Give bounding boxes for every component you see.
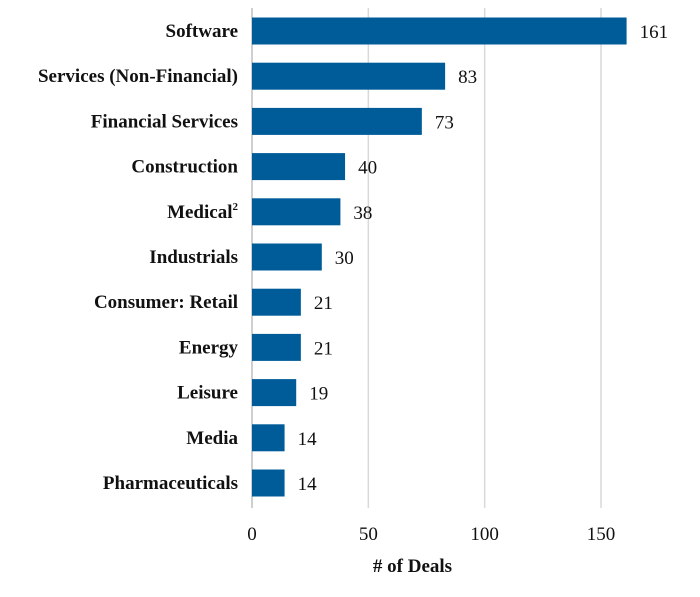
category-label: Software [166,21,238,42]
data-label: 73 [435,112,454,133]
data-label: 38 [353,203,372,224]
data-label: 161 [640,22,669,43]
bar [252,333,301,361]
category-label: Services (Non-Financial) [38,66,238,87]
category-labels: Software Services (Non-Financial) Financia… [38,21,239,494]
x-tick-label: 150 [587,524,616,545]
category-label: Construction [131,157,238,178]
bar [252,288,301,316]
bar [252,62,446,90]
x-tick-label: 50 [359,524,378,545]
value-labels: 161 83 73 40 38 30 21 21 19 14 14 [298,22,669,495]
bar [252,198,341,226]
data-label: 19 [309,384,328,405]
category-label: Financial Services [91,111,238,132]
bar [252,424,285,452]
x-tick-label: 0 [247,524,257,545]
data-label: 21 [314,293,333,314]
bar [252,469,285,497]
bar [252,243,322,271]
data-label: 83 [458,67,477,88]
data-label: 14 [298,474,318,495]
bar [252,153,346,181]
bars [252,17,627,497]
data-label: 40 [358,158,377,179]
footnote-marker: 2 [233,201,239,213]
bar [252,17,627,45]
data-label: 30 [335,248,354,269]
category-label: Energy [179,337,239,358]
x-axis-title: # of Deals [373,556,452,577]
data-label: 21 [314,338,333,359]
category-label: Leisure [177,383,238,404]
category-label: Media [186,428,238,449]
category-label: Pharmaceuticals [103,473,238,494]
category-label: Industrials [149,247,238,268]
bar [252,107,422,135]
category-label: Consumer: Retail [94,292,238,313]
x-tick-label: 100 [470,524,499,545]
x-axis-ticks: 0 50 100 150 [247,524,615,545]
category-label: Medical2 [167,201,238,223]
bar [252,379,297,407]
data-label: 14 [298,429,318,450]
